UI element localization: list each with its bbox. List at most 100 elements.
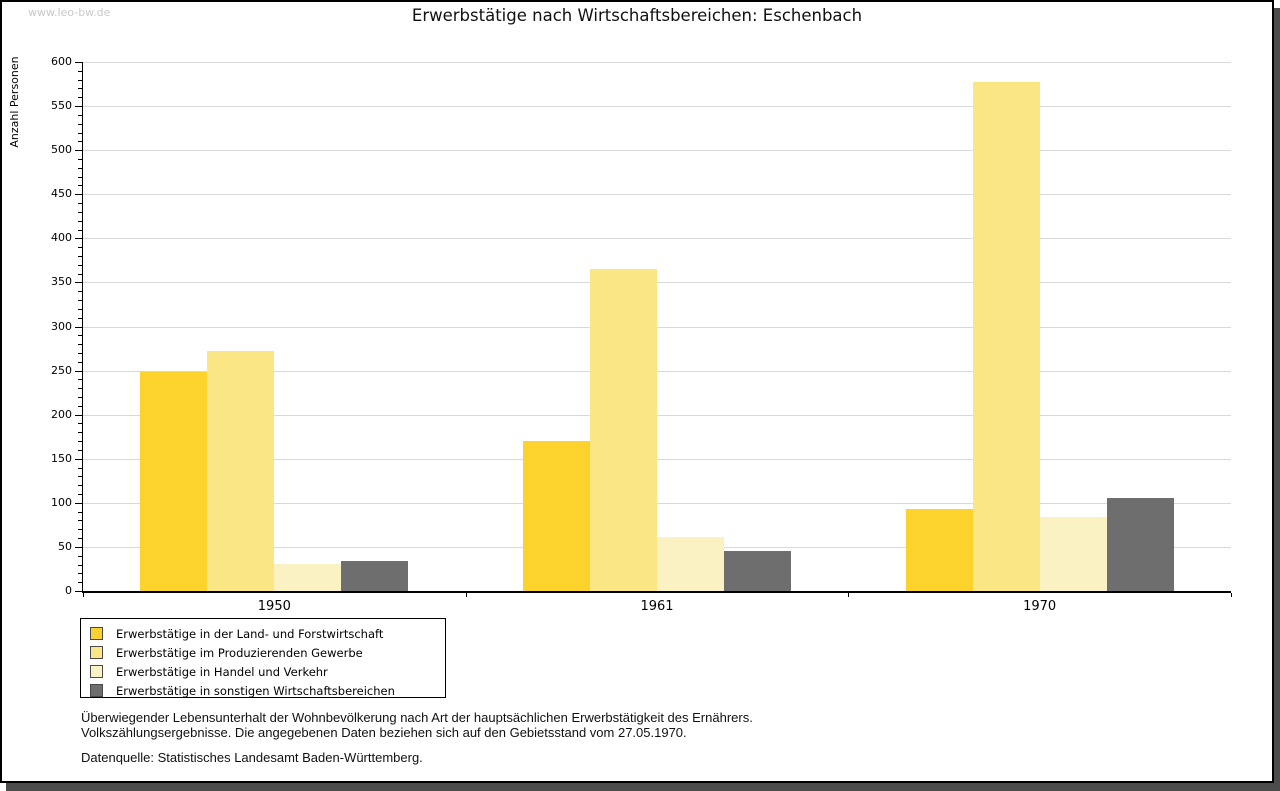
- y-tick: [78, 379, 82, 381]
- y-tick: [78, 361, 82, 363]
- bar-1950-series3: [274, 563, 342, 591]
- y-tick: [75, 370, 82, 372]
- x-tick: [465, 593, 467, 597]
- y-tick: [78, 88, 82, 90]
- legend-item: Erwerbstätige im Produzierenden Gewerbe: [81, 643, 445, 662]
- legend-swatch-series1: [90, 627, 103, 640]
- legend-item: Erwerbstätige in sonstigen Wirtschaftsbe…: [81, 681, 445, 700]
- legend: Erwerbstätige in der Land- und Forstwirt…: [80, 618, 446, 698]
- y-tick: [78, 582, 82, 584]
- y-tick: [78, 300, 82, 302]
- grid-line: [83, 150, 1231, 152]
- x-tick: [1231, 593, 1232, 597]
- y-tick: [75, 238, 82, 240]
- x-tick: [848, 593, 850, 597]
- y-axis-title: Anzahl Personen: [8, 56, 21, 148]
- grid-line: [83, 458, 1231, 460]
- y-tick: [75, 546, 82, 548]
- y-tick: [78, 229, 82, 231]
- legend-swatch-series4: [90, 684, 103, 697]
- legend-swatch-series2: [90, 646, 103, 659]
- grid-line: [83, 370, 1231, 372]
- y-tick-label: 500: [51, 143, 72, 157]
- y-tick: [78, 397, 82, 399]
- footnote-line2: Volkszählungsergebnisse. Die angegebenen…: [81, 725, 687, 740]
- bar-1961-series1: [523, 441, 590, 591]
- legend-item: Erwerbstätige in Handel und Verkehr: [81, 662, 445, 681]
- grid-line: [83, 106, 1231, 108]
- y-tick-label: 400: [51, 231, 72, 245]
- grid-line: [83, 282, 1231, 284]
- x-axis-label: 1961: [640, 599, 674, 614]
- legend-label: Erwerbstätige in der Land- und Forstwirt…: [116, 626, 384, 641]
- y-tick: [78, 158, 82, 160]
- y-tick: [78, 203, 82, 205]
- y-tick: [78, 220, 82, 222]
- y-tick: [75, 194, 82, 196]
- legend-label: Erwerbstätige in Handel und Verkehr: [116, 664, 328, 679]
- y-tick-label: 100: [51, 495, 72, 509]
- y-tick: [78, 167, 82, 169]
- y-tick: [78, 273, 82, 275]
- y-tick-label: 200: [51, 407, 72, 421]
- y-tick: [78, 441, 82, 443]
- watermark: www.leo-bw.de: [28, 6, 111, 19]
- y-tick: [78, 485, 82, 487]
- y-tick: [78, 564, 82, 566]
- legend-label: Erwerbstätige im Produzierenden Gewerbe: [116, 645, 363, 660]
- y-tick: [78, 476, 82, 478]
- y-tick: [78, 344, 82, 346]
- legend-item: Erwerbstätige in der Land- und Forstwirt…: [81, 624, 445, 643]
- y-tick: [78, 335, 82, 337]
- legend-swatch-series3: [90, 665, 103, 678]
- plot-area: 0 50 100 150 200 250 300 350 400 450 500 550 600 1950…: [51, 56, 1232, 614]
- y-tick: [78, 185, 82, 187]
- footnote: Überwiegender Lebensunterhalt der Wohnbe…: [81, 710, 753, 740]
- bar-1961-series4: [724, 551, 791, 591]
- y-tick: [78, 141, 82, 143]
- y-tick: [78, 467, 82, 469]
- y-tick: [78, 132, 82, 134]
- y-tick-label: 450: [51, 187, 72, 201]
- y-tick: [78, 264, 82, 266]
- legend-label: Erwerbstätige in sonstigen Wirtschaftsbe…: [116, 683, 395, 698]
- grid-line: [83, 62, 1231, 63]
- y-tick: [78, 97, 82, 99]
- y-tick: [75, 326, 82, 328]
- grid-line: [83, 326, 1231, 328]
- y-tick: [78, 70, 82, 72]
- y-tick: [78, 352, 82, 354]
- y-tick: [75, 62, 82, 63]
- bar-1970-series1: [905, 509, 973, 591]
- y-tick-label: 600: [51, 55, 72, 68]
- y-tick: [75, 414, 82, 416]
- y-tick: [75, 282, 82, 284]
- grid-line: [83, 194, 1231, 196]
- y-tick-label: 0: [65, 584, 72, 597]
- x-tick: [83, 593, 84, 597]
- y-tick: [78, 247, 82, 249]
- y-tick: [75, 591, 82, 592]
- bar-1970-series4: [1106, 497, 1174, 591]
- grid-line: [83, 502, 1231, 504]
- y-tick: [75, 150, 82, 152]
- y-tick-label: 550: [51, 99, 72, 113]
- grid-line: [83, 238, 1231, 240]
- x-axis-label: 1970: [1023, 599, 1057, 614]
- y-tick: [78, 114, 82, 116]
- y-tick: [78, 529, 82, 531]
- y-tick-label: 350: [51, 275, 72, 289]
- y-tick: [78, 176, 82, 178]
- y-tick: [78, 432, 82, 434]
- y-tick: [78, 291, 82, 293]
- footnote-line1: Überwiegender Lebensunterhalt der Wohnbe…: [81, 710, 753, 725]
- bar-1950-series4: [341, 561, 409, 591]
- y-tick: [78, 555, 82, 557]
- bar-1961-series2: [590, 269, 657, 591]
- y-tick: [78, 494, 82, 496]
- y-tick: [78, 511, 82, 513]
- y-tick: [78, 255, 82, 257]
- y-tick-label: 150: [51, 451, 72, 465]
- y-tick: [78, 79, 82, 81]
